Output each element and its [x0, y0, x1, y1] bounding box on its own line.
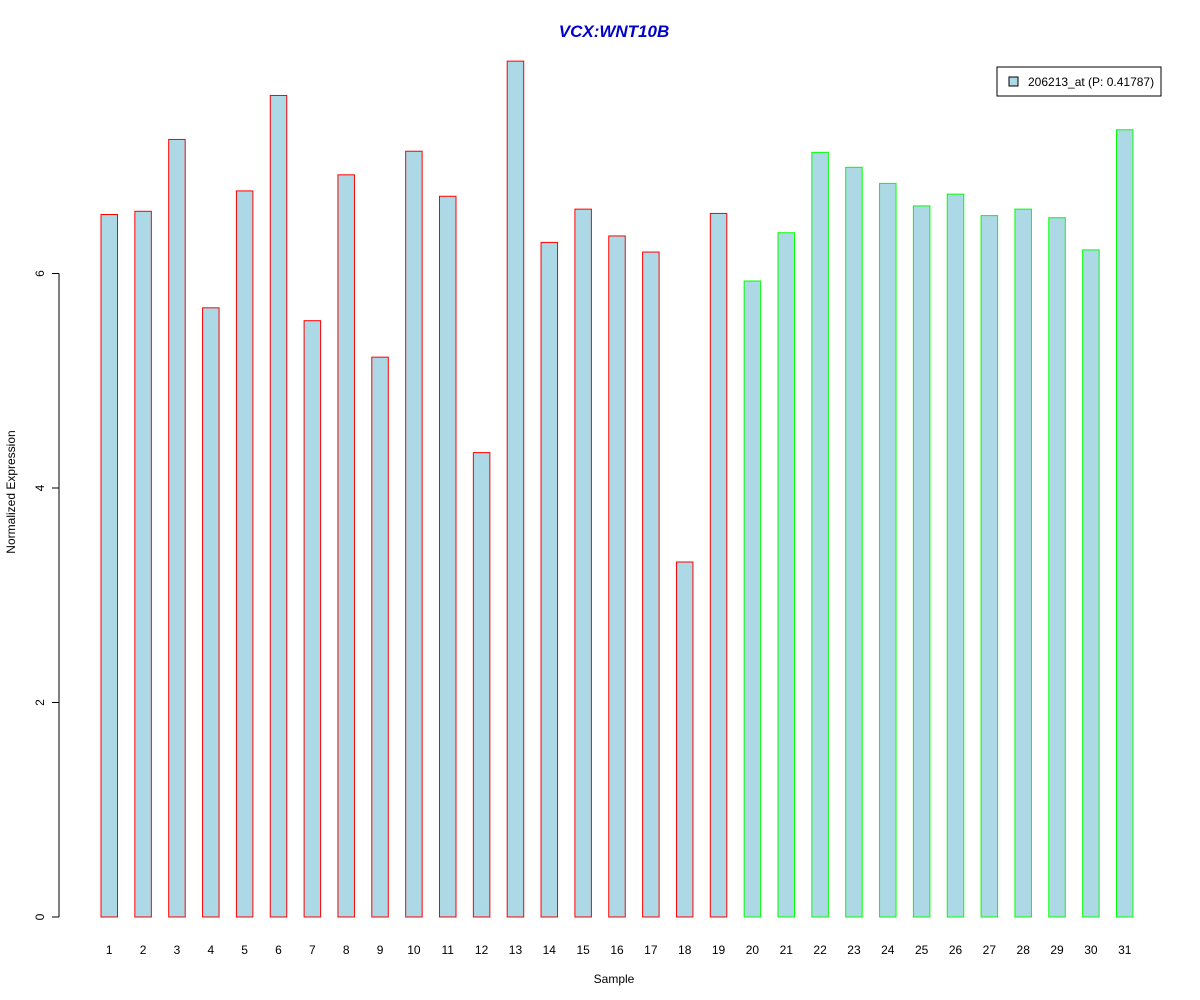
bar-sample-11 — [439, 195, 457, 918]
x-tick-label: 3 — [174, 943, 181, 957]
x-tick-label: 16 — [610, 943, 624, 957]
bar-sample-30 — [1082, 249, 1100, 918]
x-tick-label: 5 — [241, 943, 248, 957]
y-axis-label: Normalized Expression — [4, 430, 18, 553]
bar-sample-14 — [540, 241, 559, 918]
bar-sample-18 — [675, 561, 694, 918]
x-tick-label: 15 — [576, 943, 590, 957]
x-tick-label: 22 — [813, 943, 827, 957]
x-tick-label: 29 — [1050, 943, 1064, 957]
x-tick-label: 17 — [644, 943, 658, 957]
x-tick-label: 11 — [442, 943, 455, 957]
bar-sample-6 — [269, 94, 288, 918]
x-tick-label: 27 — [983, 943, 997, 957]
x-tick-label: 31 — [1118, 943, 1132, 957]
bar-sample-10 — [405, 150, 423, 918]
bar-sample-24 — [879, 182, 897, 918]
bar-sample-13 — [506, 60, 525, 918]
x-tick-label: 19 — [712, 943, 726, 957]
y-tick-label: 0 — [33, 913, 47, 920]
x-tick-label: 14 — [543, 943, 557, 957]
x-tick-label: 2 — [140, 943, 147, 957]
bar-sample-21 — [777, 232, 795, 918]
chart-title: VCX:WNT10B — [559, 22, 670, 41]
y-tick-label: 4 — [33, 484, 47, 491]
bar-sample-17 — [642, 251, 660, 918]
bar-sample-4 — [202, 307, 220, 918]
x-tick-label: 20 — [746, 943, 760, 957]
x-tick-label: 30 — [1084, 943, 1098, 957]
x-tick-label: 26 — [949, 943, 963, 957]
bars-group — [100, 60, 1134, 918]
x-tick-label: 6 — [275, 943, 282, 957]
legend-swatch — [1008, 76, 1019, 87]
bar-sample-9 — [371, 356, 389, 918]
x-tick-label: 21 — [780, 943, 794, 957]
x-tick-label: 9 — [377, 943, 384, 957]
bar-sample-27 — [980, 215, 999, 918]
bar-sample-2 — [134, 210, 152, 918]
x-tick-label: 4 — [207, 943, 214, 957]
x-tick-label: 10 — [407, 943, 421, 957]
x-tick-label: 25 — [915, 943, 929, 957]
legend-box — [996, 66, 1162, 97]
x-tick-label: 8 — [343, 943, 350, 957]
legend-label: 206213_at (P: 0.41787) — [1028, 75, 1154, 89]
bar-sample-5 — [235, 190, 254, 918]
x-axis-label: Sample — [594, 972, 635, 986]
bar-sample-16 — [608, 235, 626, 918]
bar-sample-25 — [912, 205, 931, 918]
x-tick-label: 23 — [847, 943, 861, 957]
y-tick-label: 2 — [33, 699, 47, 706]
x-tick-label: 13 — [509, 943, 523, 957]
bar-sample-15 — [574, 208, 592, 918]
bar-sample-31 — [1116, 129, 1134, 918]
x-tick-label: 12 — [475, 943, 489, 957]
bar-sample-28 — [1014, 208, 1032, 918]
bar-sample-20 — [743, 280, 762, 918]
bar-sample-23 — [845, 166, 863, 918]
bar-sample-1 — [100, 214, 118, 918]
bar-sample-22 — [811, 151, 829, 918]
x-tick-label: 24 — [881, 943, 895, 957]
x-tick-labels: 1 2 3 4 5 6 7 8 9 10 11 12 13 14 15 16 17 18 19 20 21 22 23 24 2… — [106, 943, 1132, 957]
x-tick-label: 18 — [678, 943, 692, 957]
bar-sample-12 — [472, 452, 491, 918]
x-tick-label: 1 — [106, 943, 113, 957]
bar-sample-29 — [1048, 217, 1066, 918]
bar-sample-3 — [168, 138, 186, 918]
x-tick-label: 7 — [309, 943, 316, 957]
bar-sample-7 — [303, 320, 322, 918]
legend: 206213_at (P: 0.41787) — [996, 66, 1162, 97]
bar-sample-19 — [709, 212, 728, 918]
y-tick-label: 6 — [33, 270, 47, 277]
bar-sample-26 — [946, 193, 965, 918]
bar-sample-8 — [337, 174, 355, 918]
x-tick-label: 28 — [1017, 943, 1031, 957]
y-axis: 0 2 4 6 — [33, 270, 60, 920]
